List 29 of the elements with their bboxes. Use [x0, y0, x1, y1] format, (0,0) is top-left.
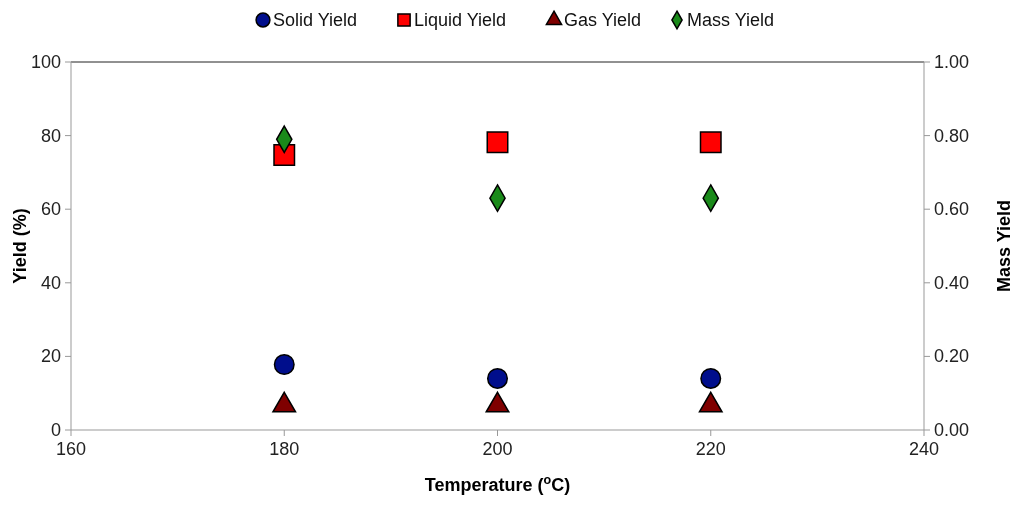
y2-tick-label: 0.00 [934, 420, 970, 440]
x-tick-label: 240 [908, 439, 940, 459]
point [272, 391, 297, 413]
y2-tick-label: 0.80 [934, 125, 970, 146]
legend-label: Gas Yield [564, 10, 642, 30]
y2-tick-label: 1.00 [934, 52, 970, 72]
legend-label: Mass Yield [687, 10, 775, 30]
x-tick-label: 180 [269, 439, 300, 459]
y2-tick-label: 0.40 [934, 272, 970, 293]
y2-tick-label: 0.20 [934, 346, 970, 367]
point [698, 391, 723, 413]
x-tick-label: 200 [482, 439, 513, 459]
y-axis-title: Yield (%) [10, 208, 30, 284]
point [485, 391, 510, 413]
point [699, 131, 722, 154]
y2-tick-label: 0.60 [934, 199, 970, 220]
x-axis-title: Temperature ($^{o}$C) [424, 473, 571, 495]
x-tick-label: 160 [55, 439, 87, 459]
y2-axis-title: Mass Yield [994, 199, 1014, 293]
legend-label: Solid Yield [273, 10, 358, 30]
y-tick-label: 80 [40, 125, 61, 146]
x-tick-label: 220 [695, 439, 726, 459]
point [486, 131, 509, 154]
y-tick-label: 0 [50, 420, 61, 440]
y-tick-label: 60 [40, 199, 61, 220]
y-tick-label: 100 [30, 52, 61, 72]
y-tick-label: 40 [40, 272, 61, 293]
y-tick-label: 20 [40, 346, 61, 367]
legend-label: Liquid Yield [414, 10, 507, 30]
